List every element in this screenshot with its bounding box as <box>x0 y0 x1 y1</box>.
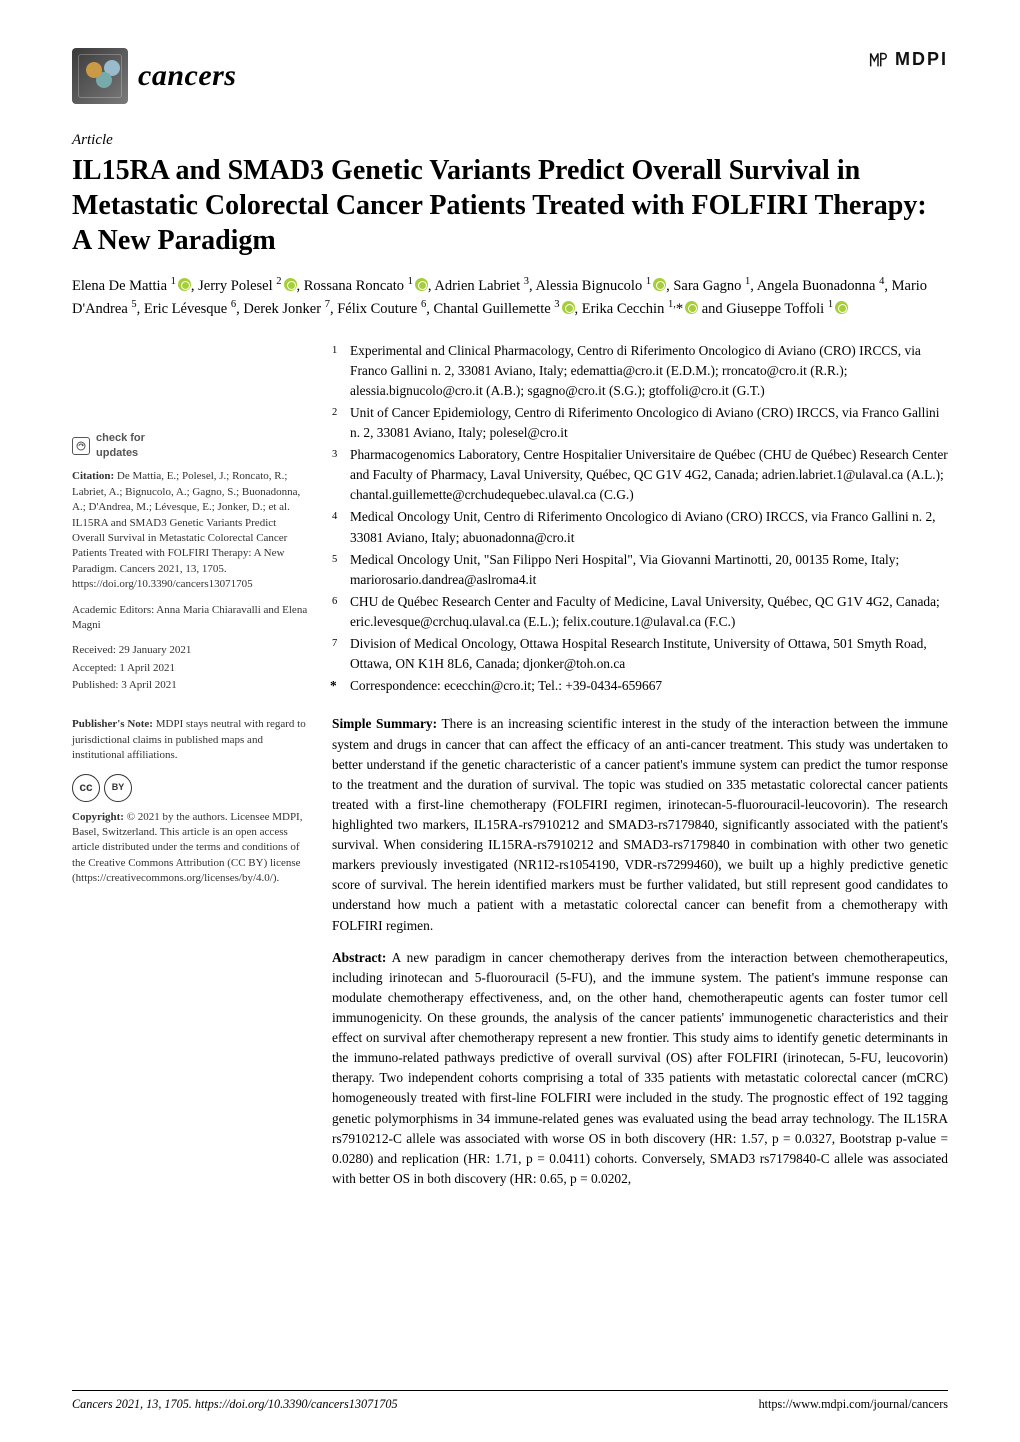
footer-left: Cancers 2021, 13, 1705. https://doi.org/… <box>72 1397 398 1412</box>
publisher-mark: MDPI <box>867 48 948 70</box>
orcid-icon <box>562 301 575 314</box>
correspondence: *Correspondence: ececchin@cro.it; Tel.: … <box>332 676 948 696</box>
orcid-icon <box>178 278 191 291</box>
journal-logo: cancers <box>72 48 236 104</box>
date-received: Received: 29 January 2021 <box>72 643 308 658</box>
affiliation-item: 3Pharmacogenomics Laboratory, Centre Hos… <box>350 445 948 505</box>
author-line: Elena De Mattia 1, Jerry Polesel 2, Ross… <box>72 274 948 321</box>
citation-block: Citation: De Mattia, E.; Polesel, J.; Ro… <box>72 469 308 592</box>
orcid-icon <box>653 278 666 291</box>
check-updates-label: check forupdates <box>96 431 145 462</box>
affiliation-item: 4Medical Oncology Unit, Centro di Riferi… <box>350 507 948 547</box>
affiliation-item: 1Experimental and Clinical Pharmacology,… <box>350 341 948 401</box>
check-for-updates[interactable]: check forupdates <box>72 431 308 462</box>
publisher-note: Publisher's Note: MDPI stays neutral wit… <box>72 717 308 763</box>
affiliation-item: 5Medical Oncology Unit, "San Filippo Ner… <box>350 550 948 590</box>
article-type: Article <box>72 132 948 149</box>
cc-icon: cc <box>72 774 100 802</box>
affiliation-item: 7Division of Medical Oncology, Ottawa Ho… <box>350 634 948 674</box>
check-updates-icon <box>72 437 90 455</box>
publisher-mark-text: MDPI <box>895 49 948 70</box>
by-icon: BY <box>104 774 132 802</box>
orcid-icon <box>835 301 848 314</box>
mdpi-logo-icon <box>867 48 889 70</box>
academic-editors: Academic Editors: Anna Maria Chiaravalli… <box>72 603 308 634</box>
affiliations: 1Experimental and Clinical Pharmacology,… <box>332 341 948 675</box>
sidebar: check forupdates Citation: De Mattia, E.… <box>72 341 308 1201</box>
main-column: 1Experimental and Clinical Pharmacology,… <box>332 341 948 1201</box>
simple-summary: Simple Summary: There is an increasing s… <box>332 714 948 935</box>
date-accepted: Accepted: 1 April 2021 <box>72 661 308 676</box>
date-published: Published: 3 April 2021 <box>72 678 308 693</box>
page-footer: Cancers 2021, 13, 1705. https://doi.org/… <box>72 1390 948 1412</box>
article-title: IL15RA and SMAD3 Genetic Variants Predic… <box>72 153 948 258</box>
cc-badges: cc BY <box>72 774 308 802</box>
orcid-icon <box>415 278 428 291</box>
affiliation-item: 6CHU de Québec Research Center and Facul… <box>350 592 948 632</box>
affiliation-item: 2Unit of Cancer Epidemiology, Centro di … <box>350 403 948 443</box>
abstract: Abstract: A new paradigm in cancer chemo… <box>332 948 948 1189</box>
orcid-icon <box>284 278 297 291</box>
journal-logo-icon <box>72 48 128 104</box>
copyright-block: Copyright: © 2021 by the authors. Licens… <box>72 810 308 887</box>
journal-name: cancers <box>138 59 236 93</box>
footer-right: https://www.mdpi.com/journal/cancers <box>759 1397 948 1412</box>
orcid-icon <box>685 301 698 314</box>
